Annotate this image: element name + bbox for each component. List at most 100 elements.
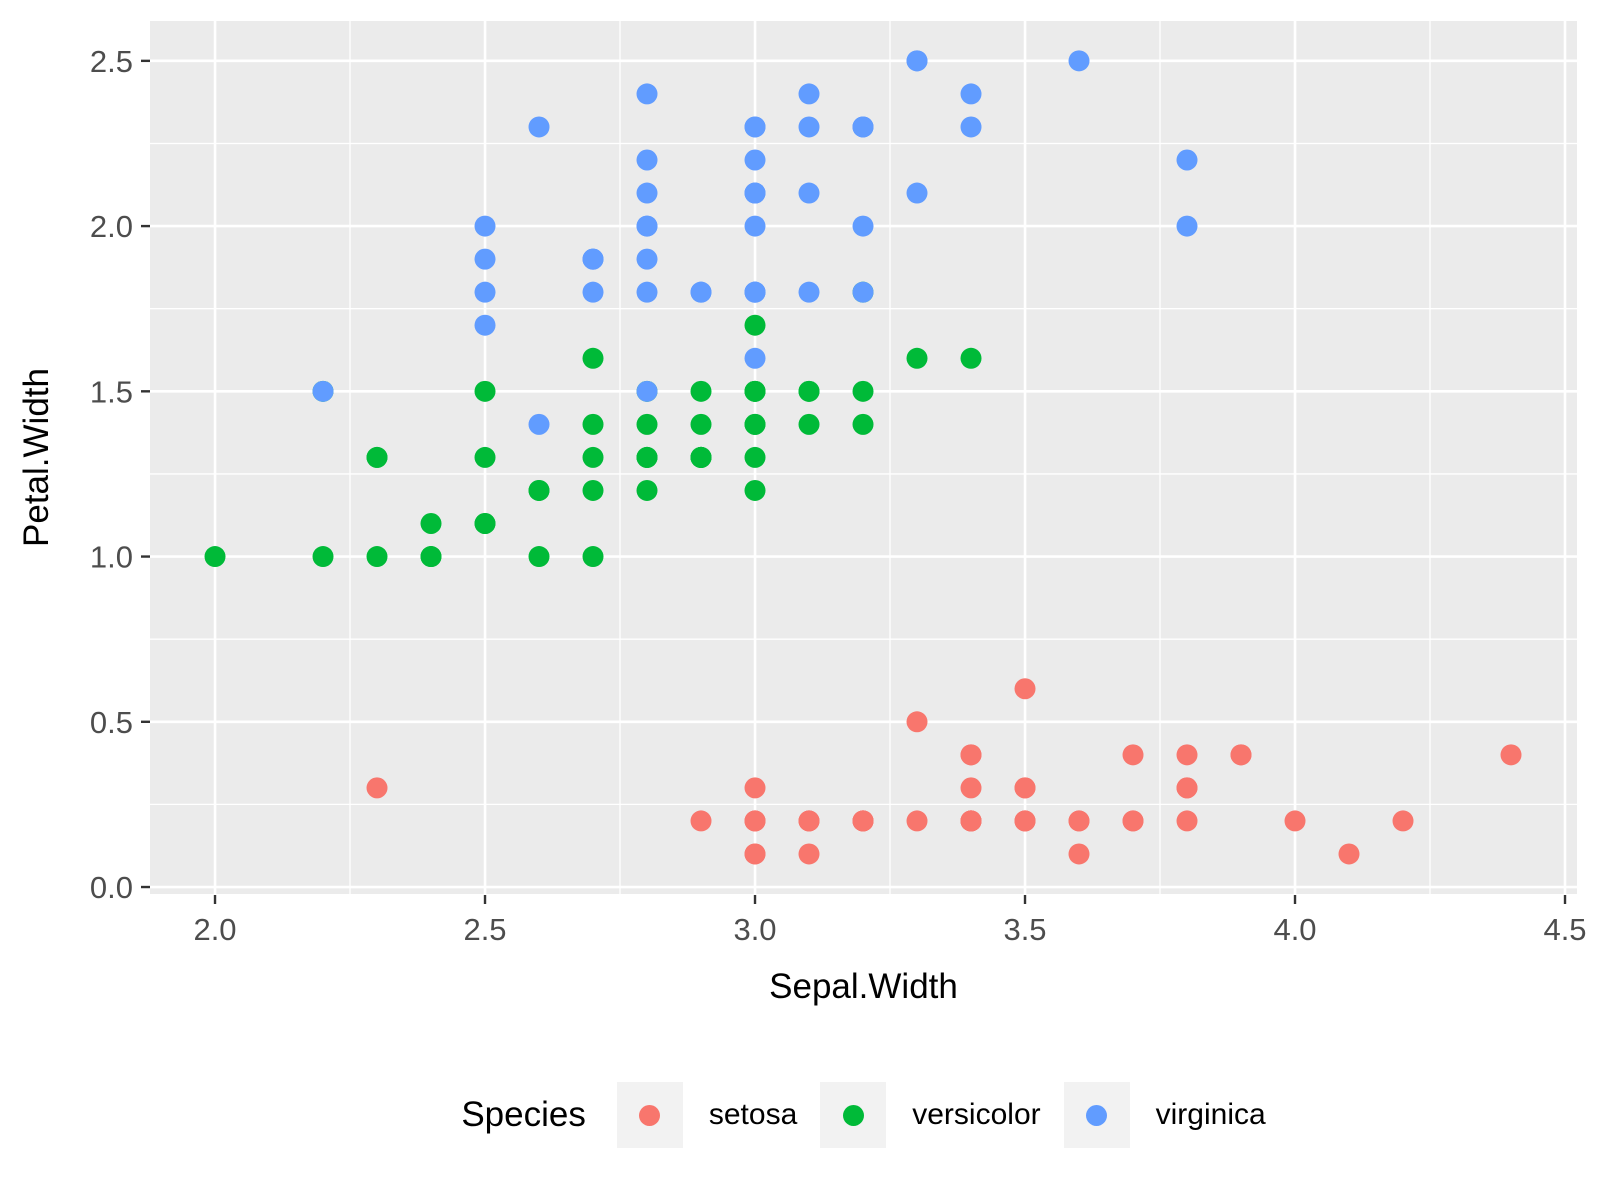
point-versicolor [474, 446, 496, 468]
point-setosa [906, 810, 928, 832]
point-versicolor [744, 479, 766, 501]
point-virginica [744, 281, 766, 303]
point-versicolor [528, 546, 550, 568]
point-versicolor [690, 413, 712, 435]
point-virginica [1176, 149, 1198, 171]
point-versicolor [582, 446, 604, 468]
point-virginica [1068, 50, 1090, 72]
point-virginica [636, 281, 658, 303]
point-versicolor [852, 380, 874, 402]
y-tick-label: 1.5 [90, 374, 133, 409]
legend: Species setosa versicolor virginica [150, 1063, 1577, 1167]
point-virginica [636, 149, 658, 171]
x-tick-label: 4.0 [1273, 912, 1316, 947]
legend-key-setosa [616, 1082, 683, 1148]
point-virginica [474, 248, 496, 270]
plot-panel [150, 21, 1577, 894]
point-setosa [1176, 810, 1198, 832]
point-setosa [1176, 744, 1198, 766]
legend-label-virginica: virginica [1155, 1098, 1266, 1131]
y-tick-label: 0.0 [90, 870, 133, 905]
versicolor-dot-icon [842, 1104, 864, 1126]
point-setosa [960, 777, 982, 799]
point-virginica [852, 116, 874, 138]
point-setosa [1176, 777, 1198, 799]
legend-key-virginica [1063, 1082, 1130, 1148]
point-setosa [1068, 810, 1090, 832]
point-setosa [960, 744, 982, 766]
point-virginica [798, 182, 820, 204]
point-versicolor [636, 479, 658, 501]
point-virginica [960, 83, 982, 105]
point-virginica [1176, 215, 1198, 237]
y-tick-label: 2.0 [90, 209, 133, 244]
point-versicolor [852, 413, 874, 435]
point-versicolor [582, 413, 604, 435]
point-virginica [474, 281, 496, 303]
point-setosa [1338, 843, 1360, 865]
y-tick-label: 2.5 [90, 44, 133, 79]
y-tick-label: 1.0 [90, 540, 133, 575]
point-virginica [744, 182, 766, 204]
point-versicolor [474, 380, 496, 402]
point-virginica [582, 248, 604, 270]
legend-title: Species [461, 1095, 586, 1134]
point-virginica [690, 281, 712, 303]
point-setosa [1014, 678, 1036, 700]
point-setosa [1230, 744, 1252, 766]
point-virginica [474, 314, 496, 336]
point-setosa [960, 810, 982, 832]
point-virginica [528, 116, 550, 138]
point-virginica [744, 116, 766, 138]
point-versicolor [582, 479, 604, 501]
point-setosa [744, 810, 766, 832]
x-tick-label: 2.0 [193, 912, 236, 947]
point-virginica [636, 83, 658, 105]
point-versicolor [204, 546, 226, 568]
point-setosa [1284, 810, 1306, 832]
point-setosa [1392, 810, 1414, 832]
point-versicolor [744, 380, 766, 402]
point-virginica [582, 281, 604, 303]
legend-key-versicolor [820, 1082, 887, 1148]
point-versicolor [636, 446, 658, 468]
point-virginica [636, 215, 658, 237]
point-setosa [906, 711, 928, 733]
point-setosa [798, 843, 820, 865]
point-versicolor [744, 413, 766, 435]
point-virginica [798, 281, 820, 303]
point-virginica [744, 215, 766, 237]
point-versicolor [690, 446, 712, 468]
point-virginica [744, 149, 766, 171]
point-versicolor [798, 413, 820, 435]
point-virginica [960, 116, 982, 138]
point-virginica [744, 347, 766, 369]
point-setosa [1068, 843, 1090, 865]
scatter-chart: 2.0 2.5 3.0 3.5 4.0 4.5 0.0 0.5 1.0 1.5 2.0 2.5 Sepa… [17, 21, 1587, 1006]
legend-item-versicolor: versicolor [820, 1082, 1041, 1148]
point-virginica [636, 248, 658, 270]
point-versicolor [744, 446, 766, 468]
x-axis-title: Sepal.Width [769, 967, 958, 1006]
point-versicolor [474, 513, 496, 535]
point-virginica [636, 380, 658, 402]
point-virginica [312, 380, 334, 402]
point-setosa [1014, 777, 1036, 799]
y-tick-label: 0.5 [90, 705, 133, 740]
point-versicolor [366, 446, 388, 468]
point-versicolor [420, 546, 442, 568]
point-setosa [690, 810, 712, 832]
x-tick-label: 3.0 [733, 912, 776, 947]
point-versicolor [582, 347, 604, 369]
point-versicolor [690, 380, 712, 402]
setosa-dot-icon [639, 1104, 661, 1126]
point-virginica [528, 413, 550, 435]
point-versicolor [528, 479, 550, 501]
virginica-dot-icon [1086, 1104, 1108, 1126]
point-setosa [744, 843, 766, 865]
point-setosa [1122, 744, 1144, 766]
point-virginica [906, 182, 928, 204]
point-virginica [906, 50, 928, 72]
point-versicolor [312, 546, 334, 568]
